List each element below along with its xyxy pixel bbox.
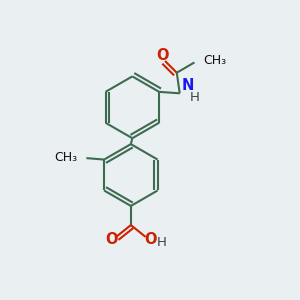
Text: CH₃: CH₃ (54, 151, 77, 164)
Text: H: H (190, 91, 200, 103)
Text: CH₃: CH₃ (203, 54, 226, 68)
Text: N: N (182, 78, 194, 93)
Text: H: H (157, 236, 166, 249)
Text: O: O (105, 232, 118, 247)
Text: O: O (144, 232, 157, 247)
Text: O: O (156, 48, 168, 63)
